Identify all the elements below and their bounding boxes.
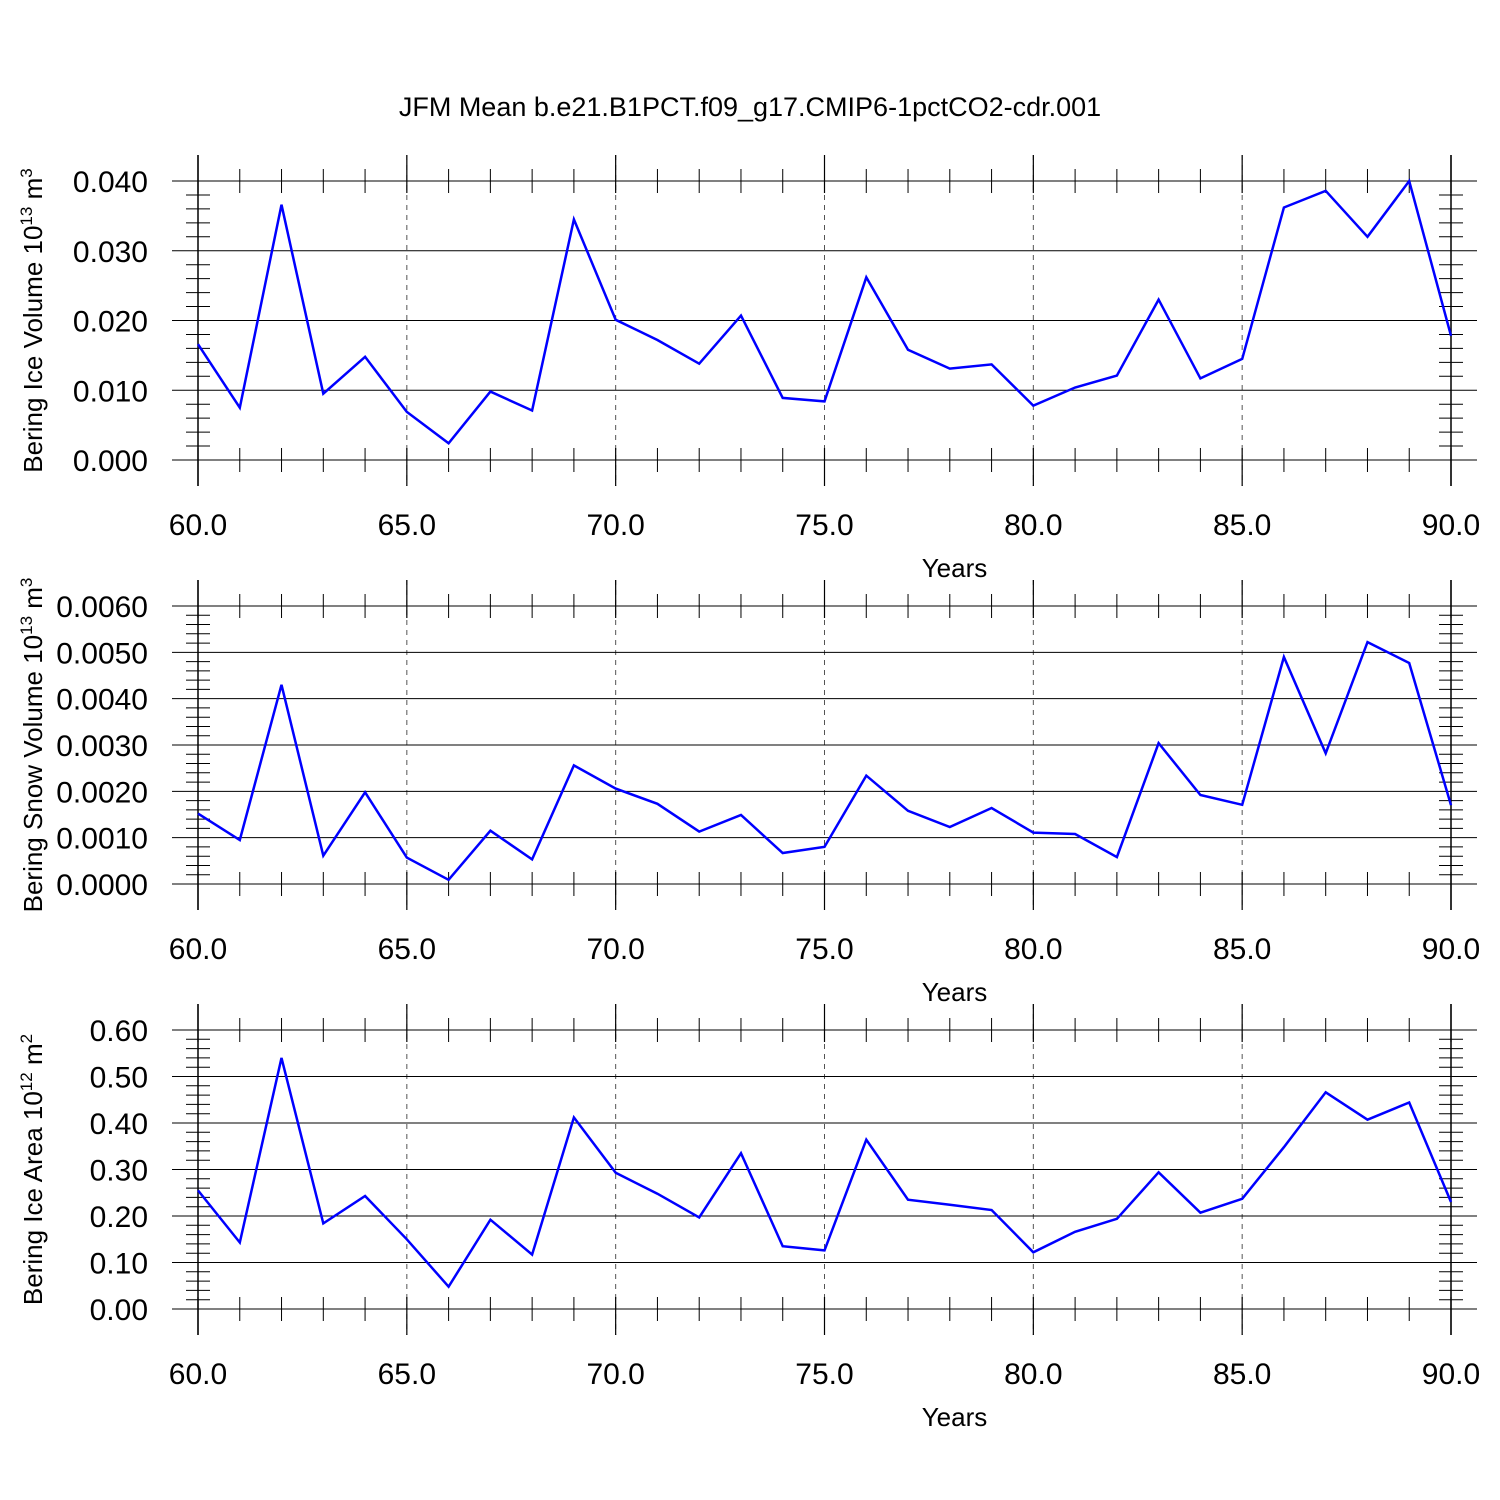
y-tick-label: 0.20	[90, 1201, 148, 1234]
panel-ice-volume: 60.0 65.0 70.0 75.0 80.0 85.0 90.0 0.000 0.010 0.…	[17, 155, 1480, 583]
chart-title: JFM Mean b.e21.B1PCT.f09_g17.CMIP6-1pctC…	[399, 92, 1101, 122]
x-tick-label: 90.0	[1422, 509, 1480, 542]
y-axis-label: Bering Ice Volume 1013 m3	[17, 168, 48, 472]
x-tick-label: 85.0	[1213, 1358, 1271, 1391]
x-axis-label: Years	[922, 1402, 988, 1432]
series-line	[197, 640, 1453, 882]
panel-snow-volume: 60.0 65.0 70.0 75.0 80.0 85.0 90.0 0.0000 0.0010…	[17, 578, 1480, 1007]
x-tick-label: 60.0	[169, 933, 227, 966]
x-tick-label: 70.0	[586, 933, 644, 966]
y-axis-label: Bering Snow Volume 1013 m3	[17, 578, 48, 913]
y-tick-label: 0.010	[73, 375, 148, 408]
y-tick-label: 0.040	[73, 166, 148, 199]
y-tick-label: 0.60	[90, 1015, 148, 1048]
x-tick-label: 65.0	[378, 1358, 436, 1391]
x-tick-label: 80.0	[1004, 933, 1062, 966]
x-tick-label: 75.0	[795, 1358, 853, 1391]
y-tick-label: 0.00	[90, 1294, 148, 1327]
y-tick-label: 0.020	[73, 306, 148, 339]
x-tick-label: 70.0	[586, 509, 644, 542]
x-axis-label: Years	[922, 553, 988, 583]
y-tick-label: 0.0020	[56, 776, 148, 809]
y-tick-label: 0.10	[90, 1248, 148, 1281]
y-tick-label: 0.40	[90, 1108, 148, 1141]
x-tick-label: 85.0	[1213, 509, 1271, 542]
series-line	[197, 1057, 1453, 1289]
x-tick-label: 65.0	[378, 933, 436, 966]
y-tick-label: 0.50	[90, 1062, 148, 1095]
x-tick-label: 75.0	[795, 509, 853, 542]
x-tick-label: 90.0	[1422, 1358, 1480, 1391]
y-axis-label: Bering Ice Area 1012 m2	[17, 1034, 48, 1305]
y-tick-label: 0.0030	[56, 730, 148, 763]
x-tick-label: 65.0	[378, 509, 436, 542]
x-tick-label: 75.0	[795, 933, 853, 966]
panel-ice-area: 60.0 65.0 70.0 75.0 80.0 85.0 90.0 0.00 0.10 0.20…	[17, 1004, 1480, 1432]
y-tick-label: 0.0050	[56, 637, 148, 670]
y-tick-label: 0.30	[90, 1155, 148, 1188]
x-tick-label: 60.0	[169, 509, 227, 542]
x-tick-label: 60.0	[169, 1358, 227, 1391]
y-tick-label: 0.0000	[56, 869, 148, 902]
y-tick-label: 0.0040	[56, 684, 148, 717]
y-tick-label: 0.000	[73, 445, 148, 478]
x-axis-label: Years	[922, 977, 988, 1007]
x-tick-label: 85.0	[1213, 933, 1271, 966]
x-tick-label: 90.0	[1422, 933, 1480, 966]
y-tick-label: 0.030	[73, 236, 148, 269]
y-tick-label: 0.0060	[56, 591, 148, 624]
x-tick-label: 70.0	[586, 1358, 644, 1391]
series-line	[196, 178, 1453, 446]
x-tick-label: 80.0	[1004, 1358, 1062, 1391]
y-tick-label: 0.0010	[56, 823, 148, 856]
x-tick-label: 80.0	[1004, 509, 1062, 542]
